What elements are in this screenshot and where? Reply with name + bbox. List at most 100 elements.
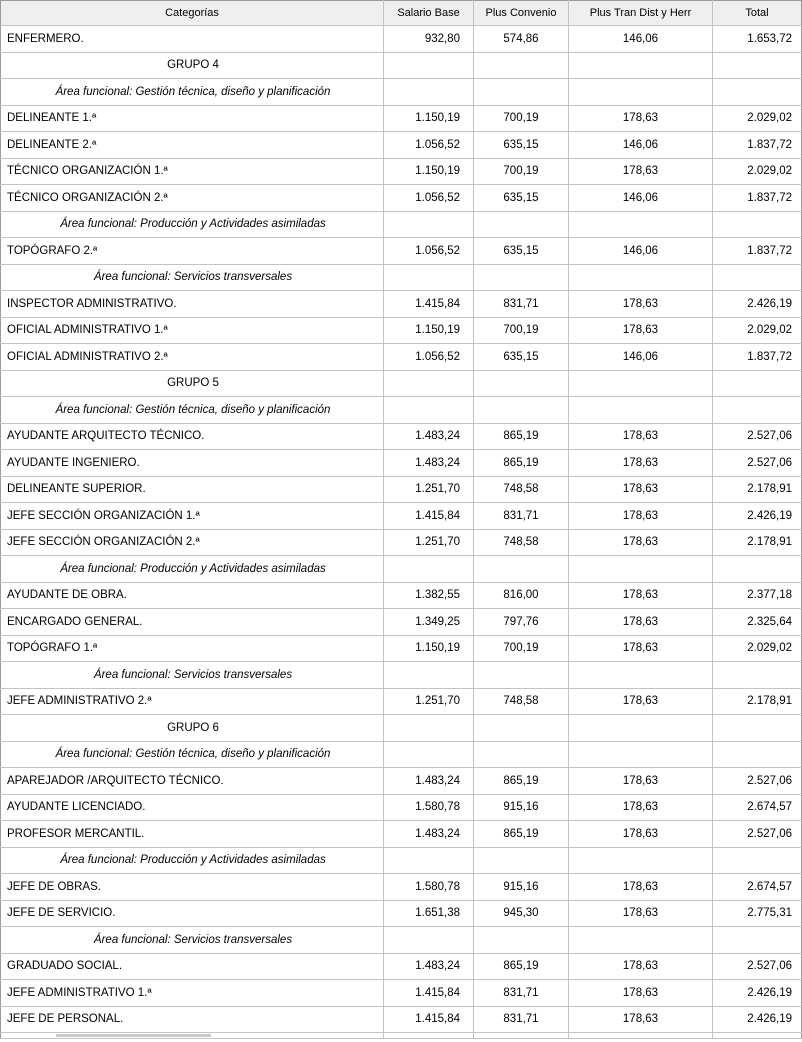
column-header-plus-tran: Plus Tran Dist y Herr	[568, 0, 713, 26]
total-cell: 2.775,31	[712, 899, 802, 927]
table-row: DELINEANTE SUPERIOR. 1.251,70 748,58 178,63…	[0, 475, 802, 503]
salario-base-cell: 1.580,78	[383, 873, 474, 901]
plus-convenio-cell: 865,19	[473, 820, 569, 848]
salario-base-cell: 1.150,19	[383, 316, 474, 344]
table-row: JEFE ADMINISTRATIVO 1.ª 1.415,84 831,71 178…	[0, 979, 802, 1007]
total-cell	[712, 78, 802, 106]
total-cell	[712, 714, 802, 742]
table-row: OFICIAL ADMINISTRATIVO 1.ª 1.150,19 700,19…	[0, 316, 802, 344]
table-row: TÉCNICO ORGANIZACIÓN 1.ª 1.150,19 700,19 17…	[0, 157, 802, 185]
category-cell: JEFE SECCIÓN ORGANIZACIÓN 2.ª	[0, 528, 384, 556]
total-cell: 2.527,06	[712, 449, 802, 477]
category-cell: AYUDANTE ARQUITECTO TÉCNICO.	[0, 422, 384, 450]
area-row: Área funcional: Servicios transversales	[0, 661, 802, 689]
salario-base-cell	[383, 661, 474, 689]
plus-tran-cell	[568, 555, 713, 583]
plus-convenio-cell: 635,15	[473, 237, 569, 265]
plus-tran-cell: 178,63	[568, 687, 713, 715]
area-row: Área funcional: Servicios transversales	[0, 926, 802, 954]
salario-base-cell	[383, 714, 474, 742]
category-cell: GRADUADO SOCIAL.	[0, 952, 384, 980]
plus-tran-cell	[568, 369, 713, 397]
salario-base-cell: 1.382,55	[383, 581, 474, 609]
category-cell: AYUDANTE INGENIERO.	[0, 449, 384, 477]
plus-convenio-cell: 635,15	[473, 343, 569, 371]
group-row: GRUPO 6	[0, 714, 802, 742]
salario-base-cell: 1.580,78	[383, 793, 474, 821]
plus-tran-cell: 178,63	[568, 634, 713, 662]
column-header-total: Total	[712, 0, 802, 26]
total-cell: 2.178,91	[712, 528, 802, 556]
salario-base-cell	[383, 210, 474, 238]
category-cell: JEFE DE PERSONAL.	[0, 1005, 384, 1033]
area-label-cell: Área funcional: Gestión técnica, diseño …	[0, 78, 384, 106]
salario-base-cell	[383, 78, 474, 106]
salario-base-cell: 932,80	[383, 25, 474, 53]
category-cell: INSPECTOR ADMINISTRATIVO.	[0, 290, 384, 318]
salario-base-cell: 1.251,70	[383, 528, 474, 556]
total-cell: 1.653,72	[712, 25, 802, 53]
salario-base-cell: 1.483,24	[383, 449, 474, 477]
column-header-salario-base: Salario Base	[383, 0, 474, 26]
category-cell: APAREJADOR /ARQUITECTO TÉCNICO.	[0, 767, 384, 795]
plus-tran-cell: 146,06	[568, 184, 713, 212]
total-cell: 2.527,06	[712, 952, 802, 980]
category-cell: JEFE DE OBRAS.	[0, 873, 384, 901]
table-row: OFICIAL ADMINISTRATIVO 2.ª 1.056,52 635,15…	[0, 343, 802, 371]
group-label-cell: GRUPO 6	[0, 714, 384, 742]
total-cell	[712, 51, 802, 79]
salario-base-cell: 1.483,24	[383, 422, 474, 450]
plus-tran-cell: 178,63	[568, 793, 713, 821]
total-cell	[712, 926, 802, 954]
salario-base-cell: 1.483,24	[383, 767, 474, 795]
plus-convenio-cell: 700,19	[473, 157, 569, 185]
salario-base-cell	[383, 369, 474, 397]
total-cell: 2.426,19	[712, 502, 802, 530]
table-row: DELINEANTE 1.ª 1.150,19 700,19 178,63 2.029,…	[0, 104, 802, 132]
table-row: AYUDANTE LICENCIADO. 1.580,78 915,16 178,63…	[0, 793, 802, 821]
total-cell: 1.837,72	[712, 184, 802, 212]
clipped-next-row-content	[0, 1032, 384, 1039]
plus-convenio-cell: 865,19	[473, 952, 569, 980]
salario-base-cell: 1.415,84	[383, 502, 474, 530]
table-row: INSPECTOR ADMINISTRATIVO. 1.415,84 831,71 1…	[0, 290, 802, 318]
area-row: Área funcional: Producción y Actividades…	[0, 210, 802, 238]
total-cell: 2.674,57	[712, 793, 802, 821]
area-label-cell: Área funcional: Gestión técnica, diseño …	[0, 740, 384, 768]
category-cell: ENFERMERO.	[0, 25, 384, 53]
table-row: JEFE DE PERSONAL. 1.415,84 831,71 178,63 2.4…	[0, 1005, 802, 1033]
category-cell: AYUDANTE DE OBRA.	[0, 581, 384, 609]
column-header-plus-convenio: Plus Convenio	[473, 0, 569, 26]
plus-convenio-cell	[473, 846, 569, 874]
category-cell: PROFESOR MERCANTIL.	[0, 820, 384, 848]
table-row: AYUDANTE ARQUITECTO TÉCNICO. 1.483,24 865,…	[0, 422, 802, 450]
category-cell: TOPÓGRAFO 2.ª	[0, 237, 384, 265]
plus-convenio-cell	[473, 78, 569, 106]
table-header: Categorías Salario Base Plus Convenio Pl…	[0, 0, 802, 26]
plus-convenio-cell: 700,19	[473, 104, 569, 132]
salario-base-cell	[383, 51, 474, 79]
salario-base-cell: 1.150,19	[383, 157, 474, 185]
area-label-cell: Área funcional: Producción y Actividades…	[0, 846, 384, 874]
salario-base-cell: 1.251,70	[383, 687, 474, 715]
total-cell	[712, 661, 802, 689]
clipped-partial-row	[0, 1032, 802, 1039]
salario-base-cell: 1.483,24	[383, 820, 474, 848]
plus-tran-cell: 178,63	[568, 979, 713, 1007]
total-cell	[712, 555, 802, 583]
table-row: PROFESOR MERCANTIL. 1.483,24 865,19 178,63 2…	[0, 820, 802, 848]
empty-cell	[568, 1032, 713, 1039]
plus-convenio-cell	[473, 926, 569, 954]
total-cell: 2.426,19	[712, 290, 802, 318]
salario-base-cell: 1.415,84	[383, 979, 474, 1007]
category-cell: ENCARGADO GENERAL.	[0, 608, 384, 636]
plus-tran-cell: 178,63	[568, 899, 713, 927]
salario-base-cell: 1.651,38	[383, 899, 474, 927]
table-row: JEFE SECCIÓN ORGANIZACIÓN 2.ª 1.251,70 748…	[0, 528, 802, 556]
plus-tran-cell	[568, 714, 713, 742]
table-row: ENFERMERO. 932,80 574,86 146,06 1.653,72	[0, 25, 802, 53]
table-row: ENCARGADO GENERAL. 1.349,25 797,76 178,63 2.…	[0, 608, 802, 636]
plus-convenio-cell: 915,16	[473, 793, 569, 821]
plus-tran-cell: 178,63	[568, 581, 713, 609]
